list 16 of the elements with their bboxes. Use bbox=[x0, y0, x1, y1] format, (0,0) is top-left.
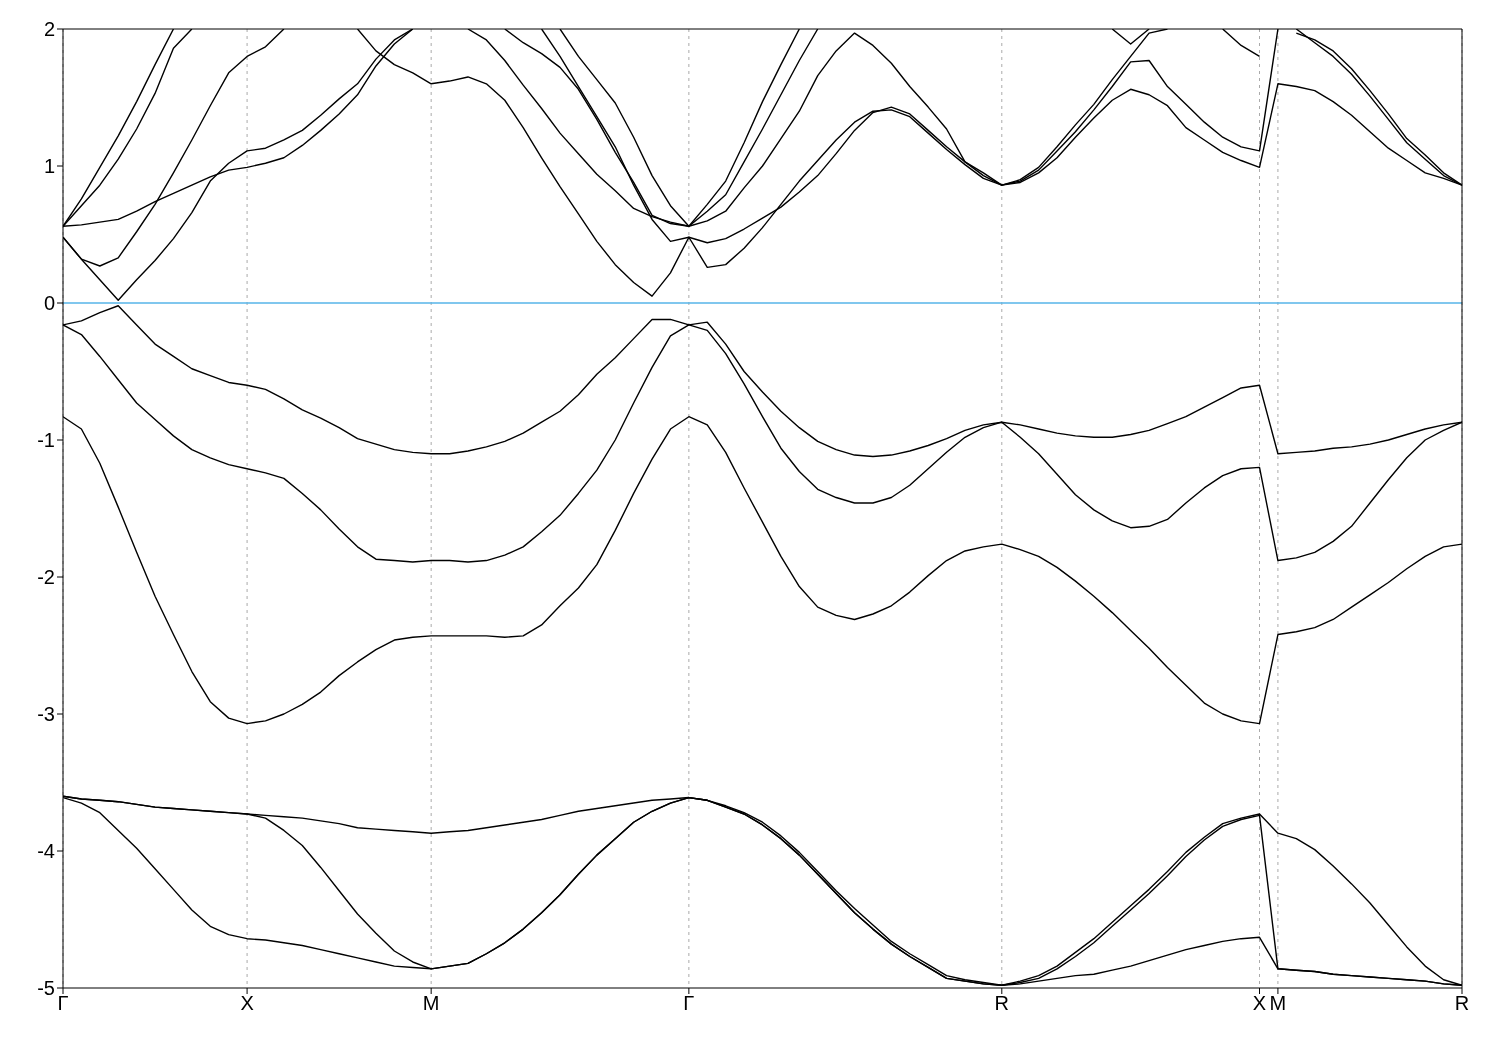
x-tick-label: Γ bbox=[683, 992, 695, 1015]
y-tick-label: -1 bbox=[37, 429, 55, 452]
y-tick-label: -2 bbox=[37, 566, 55, 589]
y-tick-label: -3 bbox=[37, 703, 55, 726]
x-tick-label: R bbox=[994, 992, 1010, 1015]
y-tick-label: -4 bbox=[37, 840, 55, 863]
x-tick-label: R bbox=[1454, 992, 1470, 1015]
x-tick-label: M bbox=[422, 992, 440, 1015]
y-tick-label: 1 bbox=[43, 155, 55, 178]
x-tick-label: X bbox=[240, 992, 254, 1015]
x-tick-label: M bbox=[1269, 992, 1287, 1015]
y-tick-label: -5 bbox=[37, 977, 55, 1000]
x-tick-label: Γ bbox=[57, 992, 69, 1015]
x-tick-label: X bbox=[1252, 992, 1267, 1015]
y-tick-label: 0 bbox=[43, 292, 55, 315]
y-tick-label: 2 bbox=[43, 18, 55, 41]
